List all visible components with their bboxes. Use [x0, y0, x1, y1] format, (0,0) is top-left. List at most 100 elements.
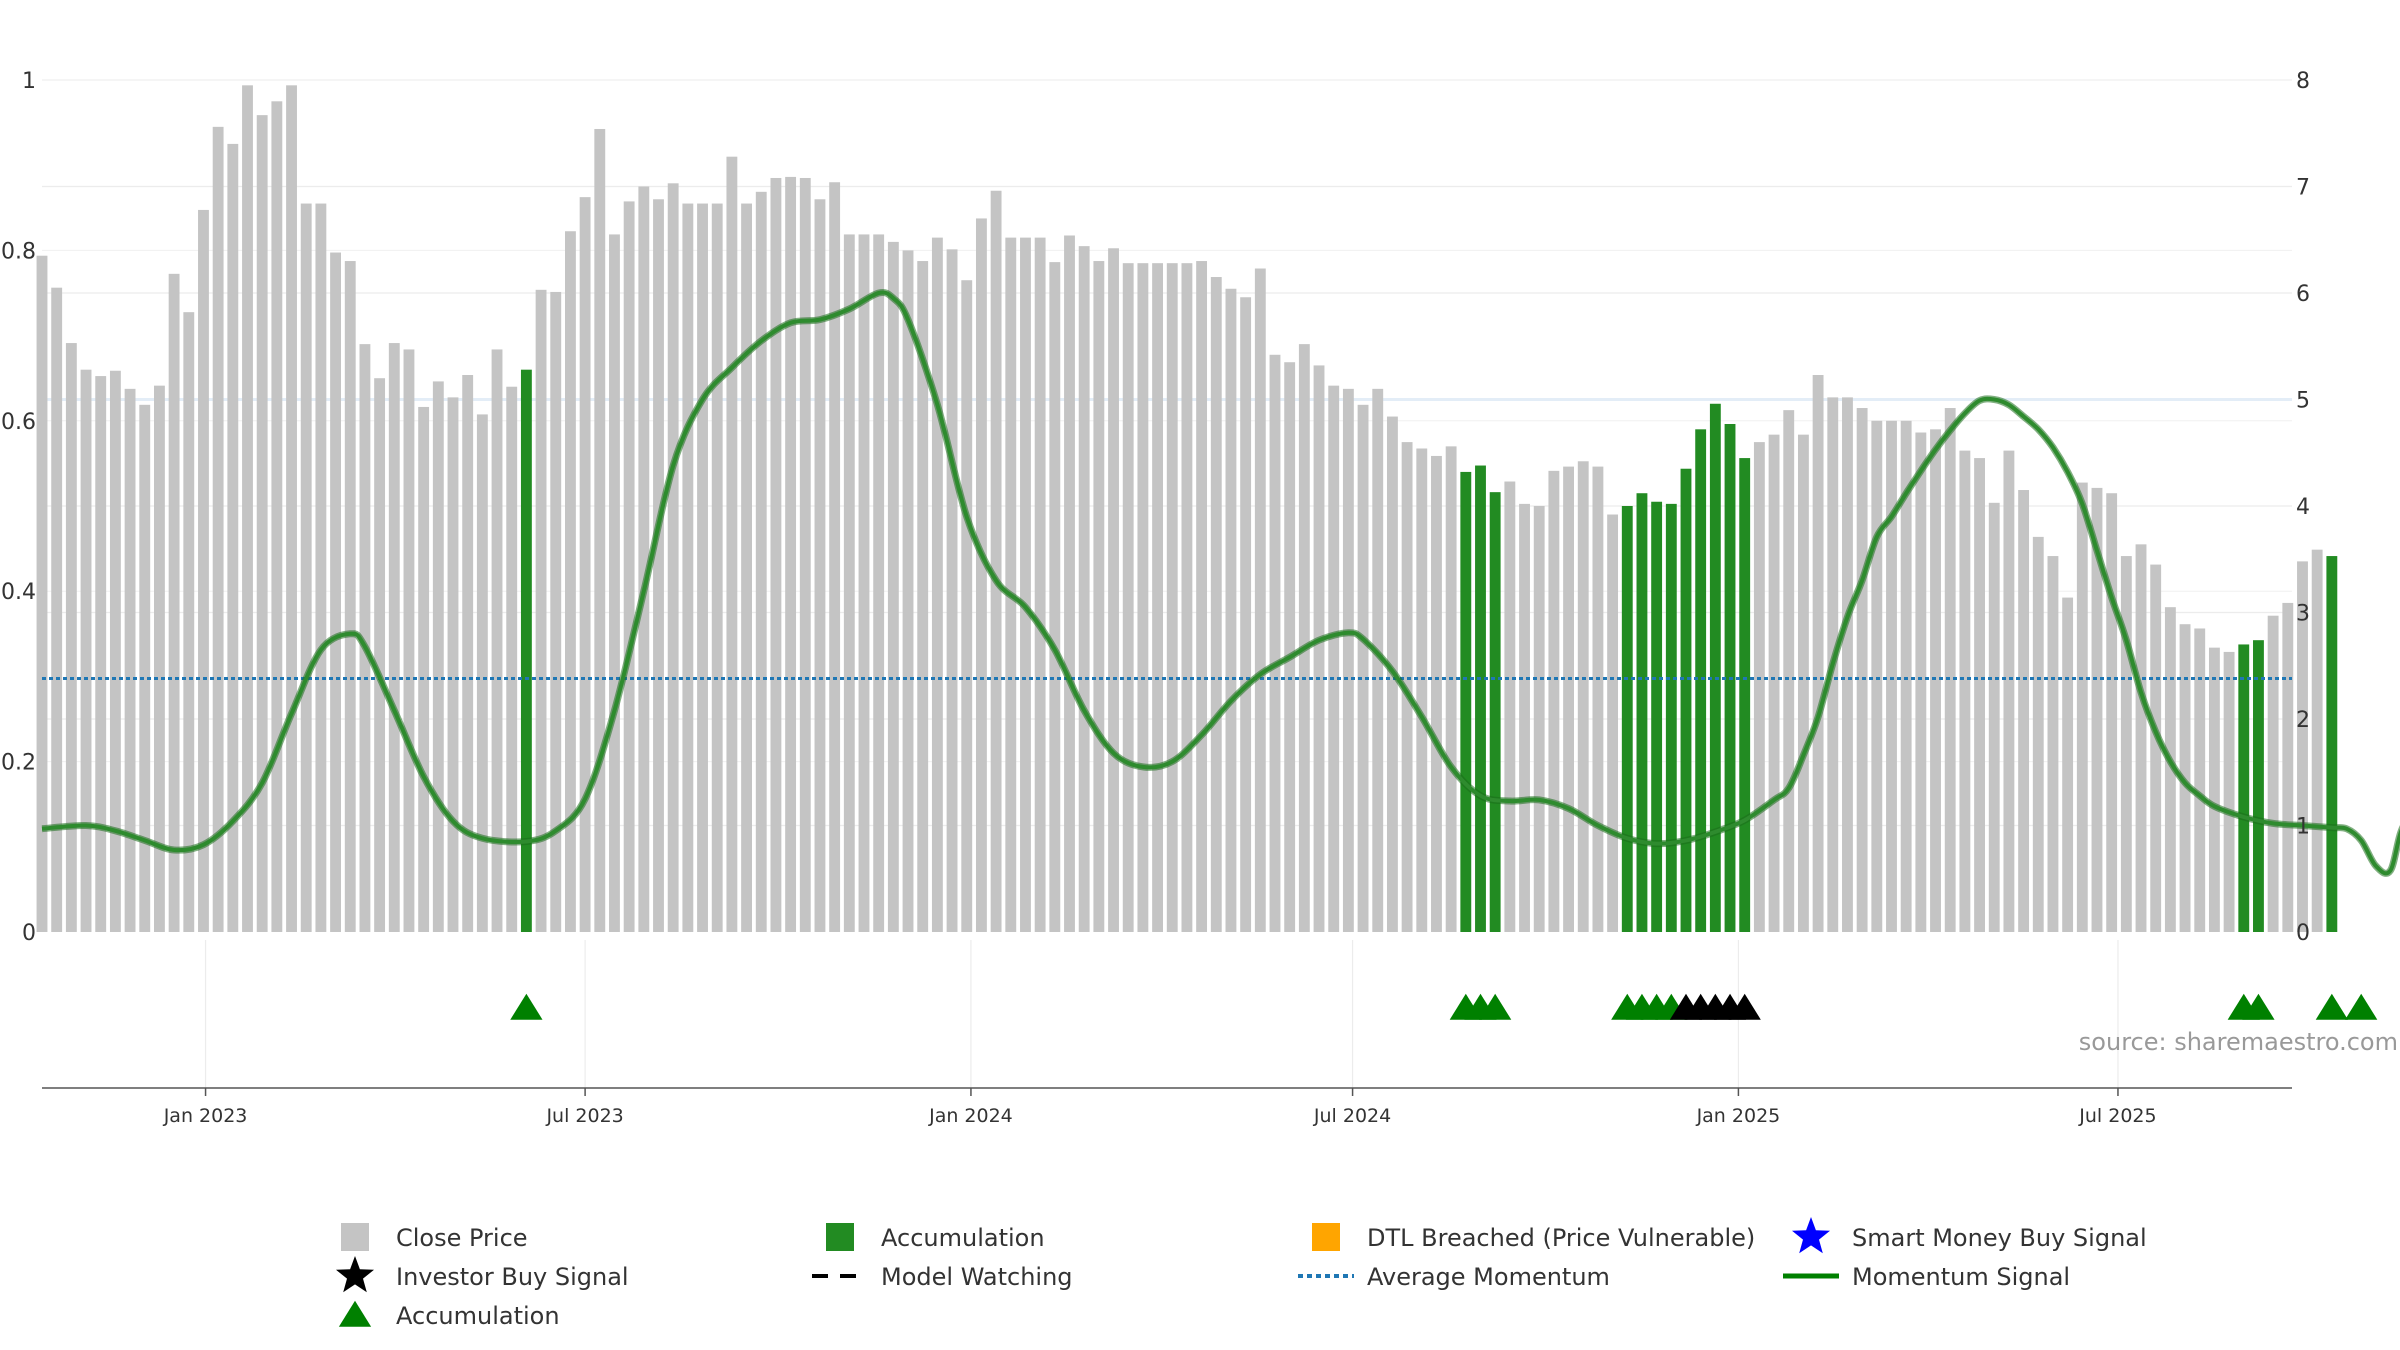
close-price-bar: [1768, 434, 1780, 932]
close-price-bar: [1504, 481, 1516, 932]
close-price-bar: [1519, 503, 1530, 932]
accumulation-triangle: [1479, 993, 1512, 1020]
close-price-bar: [1210, 277, 1222, 932]
legend: Close Price Accumulation DTL Breached (Pri…: [336, 1217, 2147, 1330]
close-price-bar: [1034, 237, 1046, 932]
accumulation-triangle: [2345, 993, 2378, 1020]
legend-item: Model Watching: [812, 1263, 1073, 1291]
close-price-bar: [1093, 261, 1105, 932]
close-price-bar: [770, 177, 782, 933]
close-price-bar: [1225, 288, 1237, 932]
close-price-bar: [506, 386, 518, 933]
close-price-bar: [814, 199, 826, 932]
close-price-bar: [1563, 466, 1574, 932]
close-price-bar: [697, 203, 708, 933]
close-price-bar: [1577, 461, 1589, 932]
legend-label: Smart Money Buy Signal: [1852, 1224, 2147, 1252]
close-price-bar: [418, 406, 430, 933]
close-price-bar: [403, 349, 415, 932]
legend-symbol-square: [826, 1223, 854, 1251]
x-tick-label: Jul 2023: [545, 1105, 623, 1127]
left-tick-label: 0: [22, 921, 36, 946]
left-tick-label: 0.8: [1, 239, 36, 264]
close-price-bar: [1445, 446, 1457, 932]
close-price-bar: [1284, 362, 1296, 933]
x-tick-label: Jul 2025: [2078, 1105, 2156, 1127]
legend-label: Average Momentum: [1367, 1263, 1610, 1291]
close-price-bar: [653, 199, 664, 932]
legend-symbol-star: [336, 1256, 374, 1293]
close-price-bar: [799, 177, 811, 933]
close-price-bar: [1592, 466, 1604, 932]
close-price-bar: [1078, 246, 1090, 932]
close-price-bar: [286, 85, 297, 932]
close-price-bar: [388, 343, 400, 932]
legend-item: Close Price: [341, 1223, 528, 1252]
close-price-bar: [1856, 408, 1868, 932]
accumulation-bar: [1636, 493, 1648, 932]
x-tick-label: Jan 2025: [1696, 1105, 1781, 1127]
close-price-bar: [1005, 237, 1017, 932]
accumulation-bar: [520, 369, 532, 932]
close-price-bar: [491, 349, 503, 932]
close-price-bar: [65, 343, 77, 932]
close-price-bar: [183, 312, 195, 932]
close-price-bar: [462, 375, 474, 932]
right-tick-label: 1: [2296, 815, 2310, 840]
momentum-signal-line: [41, 290, 2400, 876]
close-price-bar: [168, 273, 180, 933]
close-price-bar: [594, 128, 606, 933]
close-price-bar: [1797, 434, 1809, 932]
close-price-bar: [1049, 262, 1061, 932]
bars-layer: [36, 85, 2338, 933]
close-price-bar: [2047, 556, 2059, 932]
legend-symbol-square: [1312, 1223, 1340, 1251]
close-price-bar: [1959, 450, 1971, 932]
legend-item: Average Momentum: [1298, 1263, 1610, 1291]
accumulation-bar: [1621, 506, 1633, 932]
close-price-bar: [785, 176, 797, 933]
close-price-bar: [2282, 602, 2294, 932]
legend-label: DTL Breached (Price Vulnerable): [1367, 1224, 1755, 1252]
right-tick-label: 3: [2296, 602, 2310, 627]
close-price-bar: [579, 197, 591, 932]
accumulation-bar: [1651, 501, 1663, 932]
close-price-bar: [1020, 237, 1031, 932]
close-price-bar: [2267, 615, 2279, 932]
markers-layer: [510, 993, 2378, 1020]
legend-label: Model Watching: [881, 1263, 1073, 1291]
close-price-bar: [1842, 397, 1853, 932]
close-price-bar: [2120, 556, 2132, 932]
legend-item: Smart Money Buy Signal: [1792, 1217, 2147, 1254]
close-price-bar: [2164, 607, 2176, 932]
close-price-bar: [315, 203, 327, 933]
close-price-bar: [330, 252, 342, 932]
close-price-bar: [2135, 544, 2147, 932]
accumulation-bar: [1460, 471, 1472, 932]
right-tick-label: 7: [2296, 176, 2310, 201]
close-price-bar: [1166, 263, 1178, 932]
axes-layer: 0 1 2 3 4 5 6 7 8 0 0.2 0.4 0.6 0.8 1 Jan 2023 Jul 2023 J…: [1, 69, 2310, 1127]
close-price-bar: [623, 201, 635, 932]
close-price-bar: [1181, 263, 1193, 932]
close-price-bar: [975, 218, 987, 932]
close-price-bar: [344, 261, 356, 932]
close-price-bar: [36, 255, 48, 933]
close-price-bar: [873, 234, 885, 933]
x-tick-label: Jul 2024: [1313, 1105, 1391, 1127]
close-price-bar: [1783, 410, 1795, 932]
x-tick-label: Jan 2024: [928, 1105, 1013, 1127]
close-price-bar: [741, 203, 752, 933]
close-price-bar: [2311, 549, 2323, 932]
right-tick-label: 5: [2296, 389, 2310, 414]
close-price-bar: [755, 191, 767, 932]
close-price-bar: [2194, 628, 2206, 932]
close-price-bar: [1357, 404, 1369, 932]
legend-label: Close Price: [396, 1224, 528, 1252]
close-price-bar: [153, 385, 165, 932]
close-price-bar: [2106, 493, 2118, 932]
right-tick-label: 2: [2296, 708, 2310, 733]
close-price-bar: [124, 388, 136, 933]
close-price-bar: [1137, 263, 1149, 932]
